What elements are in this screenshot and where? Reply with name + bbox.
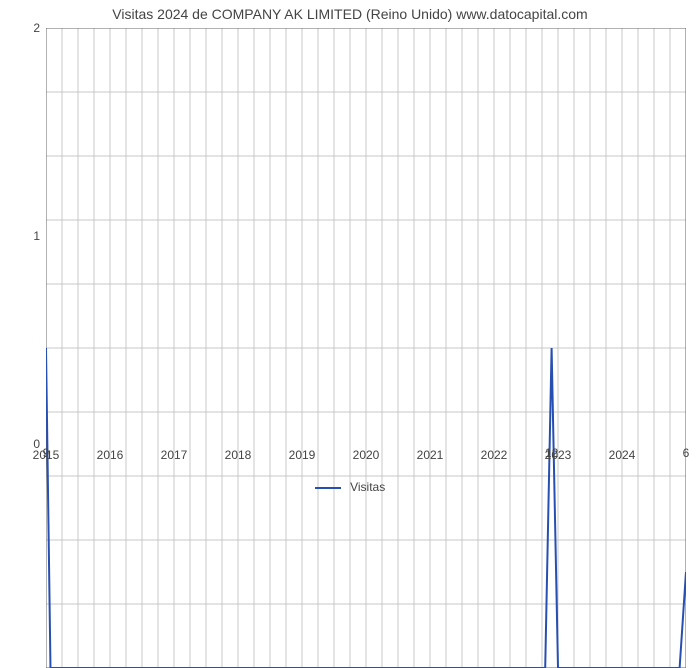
value-label: 6	[683, 446, 690, 460]
x-tick-label: 2017	[161, 448, 188, 462]
chart-title: Visitas 2024 de COMPANY AK LIMITED (Rein…	[0, 0, 700, 26]
x-tick-label: 2018	[225, 448, 252, 462]
legend: Visitas	[0, 480, 700, 494]
y-tick-label: 1	[33, 229, 40, 243]
y-tick-label: 2	[33, 21, 40, 35]
x-tick-label: 2021	[417, 448, 444, 462]
value-label: 12	[545, 446, 558, 460]
legend-label: Visitas	[350, 480, 385, 494]
x-tick-label: 2022	[481, 448, 508, 462]
x-tick-label: 2016	[97, 448, 124, 462]
plot-area: 0122015201620172018201920202021202220232…	[46, 28, 686, 444]
x-tick-label: 2020	[353, 448, 380, 462]
x-tick-label: 2019	[289, 448, 316, 462]
chart-svg	[46, 28, 686, 668]
legend-swatch	[315, 487, 341, 489]
x-tick-label: 2024	[609, 448, 636, 462]
value-label: 9	[43, 446, 50, 460]
